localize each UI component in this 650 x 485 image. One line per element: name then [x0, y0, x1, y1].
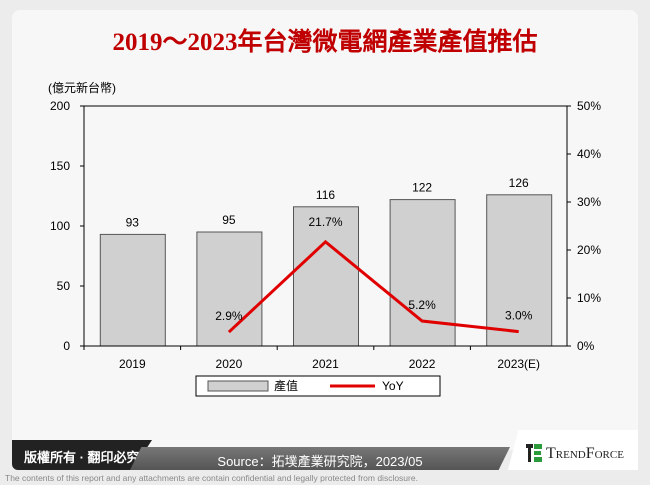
y-tick-label: 100: [50, 219, 70, 233]
x-tick-label: 2023(E): [497, 357, 540, 371]
x-tick-label: 2022: [409, 357, 436, 371]
bar-label: 126: [509, 176, 529, 190]
y2-tick-label: 40%: [577, 147, 601, 161]
y2-tick-label: 30%: [577, 195, 601, 209]
disclaimer: The contents of this report and any atta…: [5, 473, 418, 483]
legend-swatch-bar: [207, 380, 269, 392]
bar-2020: [196, 231, 263, 347]
bar-label: 93: [126, 215, 140, 229]
y-tick-label: 150: [50, 159, 70, 173]
y2-tick-label: 50%: [577, 99, 601, 113]
y-tick-label: 200: [50, 99, 70, 113]
source-banner: Source：拓墣產業研究院，2023/05: [130, 447, 510, 470]
yoy-line: [227, 239, 519, 334]
trendforce-logo: TrendForce: [508, 430, 638, 470]
legend-label-bar: 產值: [274, 378, 298, 393]
rights-banner: 版權所有 · 翻印必究: [12, 440, 152, 470]
yoy-label: 3.0%: [505, 309, 533, 323]
yoy-label: 5.2%: [408, 298, 436, 312]
brand-text: TrendForce: [546, 445, 624, 462]
y2-tick-label: 20%: [577, 243, 601, 257]
bar-label: 122: [412, 181, 432, 195]
trendforce-logo-icon: [526, 444, 542, 462]
bar-label: 116: [316, 188, 335, 202]
chart-title: 2019～2023年台灣微電網產業產值推估: [112, 29, 538, 56]
yoy-label: 21.7%: [308, 215, 342, 229]
x-tick-label: 2020: [216, 357, 243, 371]
rights-text: 版權所有 · 翻印必究: [24, 450, 140, 465]
source-text: Source：拓墣產業研究院，2023/05: [217, 454, 423, 469]
legend-label-line: YoY: [382, 379, 404, 393]
y2-tick-label: 0%: [577, 339, 595, 353]
x-tick-label: 2021: [312, 357, 339, 371]
y-tick-label: 50: [57, 279, 71, 293]
y-tick-label: 0: [63, 339, 70, 353]
x-tick-label: 2019: [119, 357, 146, 371]
bar-label: 95: [222, 213, 236, 227]
yoy-label: 2.9%: [215, 309, 243, 323]
y2-tick-label: 10%: [577, 291, 601, 305]
y-axis-label: (億元新台幣): [48, 80, 116, 95]
bar-2023(E): [486, 194, 553, 347]
bar-2019: [99, 233, 166, 347]
